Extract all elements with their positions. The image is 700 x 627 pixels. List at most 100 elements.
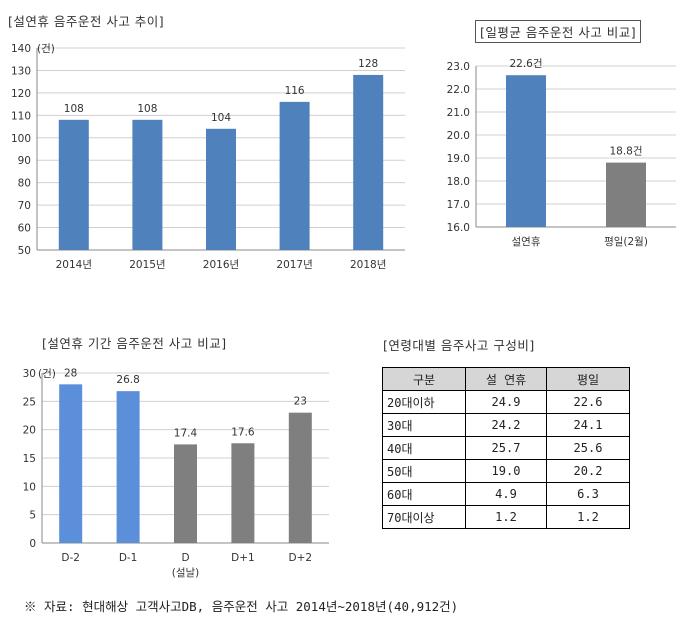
table-cell: 22.6 (546, 390, 630, 414)
table-cell: 25.6 (546, 436, 630, 460)
table-cell: 70대이상 (382, 505, 466, 529)
table-cell: 60대 (382, 482, 466, 506)
chart2-bar (506, 75, 546, 227)
table-header-row: 구분 설 연휴 평일 (382, 367, 630, 391)
table-row: 20대이하 24.9 22.6 (382, 390, 630, 414)
chart2-ytick: 22.0 (447, 84, 470, 96)
chart1-ytick: 70 (18, 200, 31, 212)
table-cell: 25.7 (465, 436, 547, 460)
chart1-bar (58, 119, 89, 250)
chart2-ytick: 21.0 (447, 107, 470, 119)
chart1-ytick: 90 (18, 155, 31, 167)
chart1-title: [설연휴 음주운전 사고 추이] (8, 14, 165, 29)
chart3-bar (231, 443, 255, 543)
chart1-ytick: 110 (11, 110, 31, 122)
chart1-data-label: 104 (211, 112, 231, 124)
chart3-ytick: 20 (23, 425, 36, 437)
table-cell: 1.2 (546, 505, 630, 529)
chart2-data-label: 18.8건 (609, 146, 642, 158)
chart3-data-label: 26.8 (116, 374, 139, 386)
chart3-xtick: D+2 (289, 552, 313, 564)
chart2-ytick: 18.0 (447, 176, 470, 188)
chart2-xtick: 설연휴 (512, 236, 541, 248)
source-footnote: ※ 자료: 현대해상 고객사고DB, 음주운전 사고 2014년~2018년(4… (24, 599, 459, 614)
chart3-data-label: 28 (64, 367, 77, 379)
table-cell: 19.0 (465, 459, 547, 483)
table-title: [연령대별 음주사고 구성비] (383, 338, 535, 353)
chart3-xtick-sublabel: (설날) (172, 567, 200, 579)
table-cell: 40대 (382, 436, 466, 460)
chart3-xtick: D (181, 552, 189, 564)
chart3-data-label: 23 (294, 396, 307, 408)
chart1-bar (353, 74, 384, 250)
chart3-title: [설연휴 기간 음주운전 사고 비교] (42, 336, 227, 351)
chart2-data-label: 22.6건 (509, 58, 542, 70)
table-row: 60대 4.9 6.3 (382, 482, 630, 506)
chart3-bar (174, 444, 197, 543)
chart1-data-label: 128 (358, 58, 378, 70)
table-cell: 20대이하 (382, 390, 466, 414)
table-cell: 30대 (382, 413, 466, 437)
table-header-cell: 구분 (382, 367, 466, 391)
chart1-ytick: 60 (18, 223, 31, 235)
chart2-ytick: 20.0 (447, 130, 470, 142)
table-header-cell: 평일 (546, 367, 630, 391)
chart2-bar (606, 162, 646, 227)
chart1-data-label: 108 (137, 103, 157, 115)
chart3-ytick: 25 (23, 396, 36, 408)
chart1-xtick: 2016년 (203, 259, 239, 271)
chart1-ytick: 80 (18, 178, 31, 190)
chart3-ytick: 30 (23, 368, 36, 380)
chart1-ytick: 140 (11, 43, 31, 55)
chart1-bar (132, 119, 163, 250)
table-row: 70대이상 1.2 1.2 (382, 505, 630, 529)
table-row: 30대 24.2 24.1 (382, 413, 630, 437)
chart3-unit-label: (건) (38, 368, 56, 380)
chart2-ytick: 19.0 (447, 153, 470, 165)
age-composition-table: 구분 설 연휴 평일 20대이하 24.9 22.6 30대 24.2 24.1 40대 25… (382, 367, 630, 529)
chart3-bar (116, 391, 140, 543)
chart2-title: [일평균 음주운전 사고 비교] (475, 20, 642, 43)
chart3-ytick: 10 (23, 481, 36, 493)
chart3-data-label: 17.4 (174, 427, 198, 439)
chart1-xtick: 2017년 (276, 259, 312, 271)
chart1-xtick: 2015년 (129, 259, 165, 271)
table-cell: 1.2 (465, 505, 547, 529)
chart2-xtick: 평일(2월) (604, 235, 648, 248)
chart2-ytick: 23.0 (447, 61, 470, 73)
table-row: 40대 25.7 25.6 (382, 436, 630, 460)
chart1-ytick: 50 (18, 245, 31, 257)
chart3-bar (59, 384, 83, 543)
table-cell: 24.1 (546, 413, 630, 437)
chart1-data-label: 116 (285, 85, 305, 97)
chart3-ytick: 15 (23, 453, 36, 465)
chart1-unit-label: (건) (37, 43, 55, 55)
table-cell: 20.2 (546, 459, 630, 483)
chart3-xtick: D-1 (119, 552, 138, 564)
chart3-xtick: D+1 (231, 552, 255, 564)
table-cell: 24.2 (465, 413, 547, 437)
table-row: 50대 19.0 20.2 (382, 459, 630, 483)
chart2-ytick: 17.0 (447, 199, 470, 211)
table-cell: 6.3 (546, 482, 630, 506)
chart3-data-label: 17.6 (231, 426, 255, 438)
table-cell: 24.9 (465, 390, 547, 414)
chart1-ytick: 120 (11, 88, 31, 100)
table-header-cell: 설 연휴 (465, 367, 547, 391)
table-cell: 4.9 (465, 482, 547, 506)
chart3-bar (288, 412, 312, 543)
chart3-ytick: 0 (29, 538, 36, 550)
chart1-xtick: 2014년 (56, 259, 92, 271)
chart1-xtick: 2018년 (350, 259, 386, 271)
chart3-xtick: D-2 (61, 552, 80, 564)
chart1-bar (206, 128, 236, 250)
chart1-data-label: 108 (64, 103, 84, 115)
chart1-ytick: 130 (11, 65, 31, 77)
chart1-ytick: 100 (11, 133, 31, 145)
chart1-bar (279, 101, 310, 250)
chart3-ytick: 5 (29, 510, 36, 522)
table-cell: 50대 (382, 459, 466, 483)
